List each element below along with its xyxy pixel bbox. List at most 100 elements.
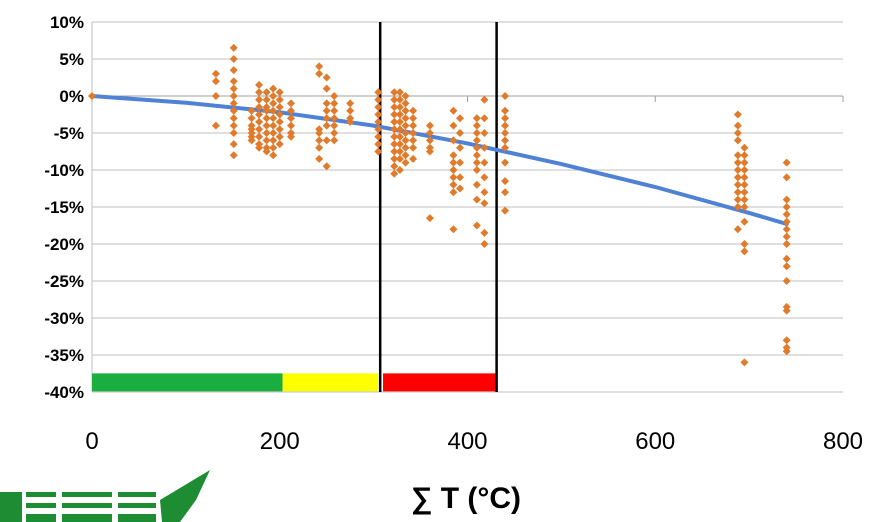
data-point — [409, 114, 418, 123]
data-point — [480, 188, 489, 197]
data-point — [287, 132, 296, 141]
data-point — [395, 110, 404, 119]
data-point — [501, 114, 510, 123]
data-point — [269, 84, 278, 93]
data-point — [322, 114, 331, 123]
data-point — [395, 125, 404, 134]
stage-boundaries — [378, 22, 498, 392]
data-point — [255, 95, 264, 104]
data-point — [782, 277, 791, 285]
data-point — [449, 151, 458, 160]
data-point — [229, 114, 238, 123]
data-point — [269, 151, 278, 160]
data-point — [472, 114, 481, 123]
data-point — [449, 188, 458, 197]
data-point — [247, 114, 256, 123]
logo — [0, 470, 210, 522]
data-point — [472, 221, 481, 230]
data-point — [501, 206, 510, 215]
data-point — [501, 92, 510, 100]
data-point — [229, 140, 238, 149]
data-point — [374, 140, 383, 149]
data-point — [409, 129, 418, 137]
data-point — [390, 140, 399, 149]
data-point — [262, 106, 271, 115]
data-point — [472, 166, 481, 174]
data-point — [315, 143, 324, 152]
data-point — [330, 99, 339, 108]
data-point — [330, 121, 339, 130]
data-point — [269, 143, 278, 152]
data-point — [472, 180, 481, 189]
data-point — [229, 84, 238, 93]
data-point — [229, 129, 238, 137]
data-point — [480, 199, 489, 208]
data-point — [374, 103, 383, 112]
data-point — [395, 166, 404, 174]
data-point — [401, 106, 410, 115]
data-point — [322, 99, 331, 108]
data-point — [255, 125, 264, 134]
data-point — [395, 132, 404, 141]
data-point — [501, 129, 510, 137]
data-point — [472, 195, 481, 204]
data-point — [740, 358, 749, 367]
data-point — [395, 147, 404, 156]
band-yellow — [282, 373, 379, 392]
data-point — [782, 262, 791, 271]
y-tick-label: 5% — [59, 50, 84, 69]
data-point — [782, 203, 791, 211]
data-point — [275, 125, 284, 134]
data-point — [287, 99, 296, 108]
data-point — [733, 173, 742, 182]
data-point — [330, 114, 339, 123]
data-point — [409, 106, 418, 115]
data-point — [255, 88, 264, 97]
data-point — [455, 143, 464, 152]
data-point — [395, 103, 404, 112]
trend-line-group — [90, 94, 789, 226]
data-point — [472, 158, 481, 167]
data-point — [229, 55, 238, 63]
data-point — [455, 114, 464, 123]
data-point — [395, 88, 404, 97]
data-point — [315, 154, 324, 163]
data-point — [395, 117, 404, 126]
y-tick-label: -30% — [44, 309, 84, 328]
data-point — [449, 106, 458, 115]
data-point — [211, 77, 220, 86]
y-tick-label: -5% — [54, 124, 84, 143]
data-point — [262, 95, 271, 104]
data-point — [229, 77, 238, 86]
data-point — [229, 99, 238, 108]
y-axis-ticks: 10% 5% 0% -5% -10% -15% -20% -25% -30% -35% -40% — [44, 13, 84, 402]
data-point — [315, 136, 324, 145]
data-point — [374, 88, 383, 97]
data-point — [733, 129, 742, 137]
data-point — [401, 151, 410, 160]
data-point — [269, 106, 278, 115]
data-point — [390, 110, 399, 119]
data-point — [740, 240, 749, 248]
y-tick-label: -25% — [44, 272, 84, 291]
data-point — [401, 158, 410, 167]
data-point — [330, 129, 339, 137]
y-tick-label: 0% — [59, 87, 84, 106]
data-point — [390, 125, 399, 134]
data-point — [472, 121, 481, 130]
data-point — [401, 129, 410, 137]
data-point — [782, 306, 791, 315]
data-point — [740, 173, 749, 182]
data-point — [390, 132, 399, 141]
data-point — [330, 136, 339, 145]
data-point — [374, 147, 383, 156]
data-point — [390, 162, 399, 171]
data-point — [733, 121, 742, 130]
data-point — [501, 121, 510, 130]
data-point — [247, 136, 256, 145]
data-point — [390, 117, 399, 126]
data-point — [315, 129, 324, 137]
data-point — [409, 143, 418, 152]
data-point — [401, 121, 410, 130]
data-point — [480, 173, 489, 182]
